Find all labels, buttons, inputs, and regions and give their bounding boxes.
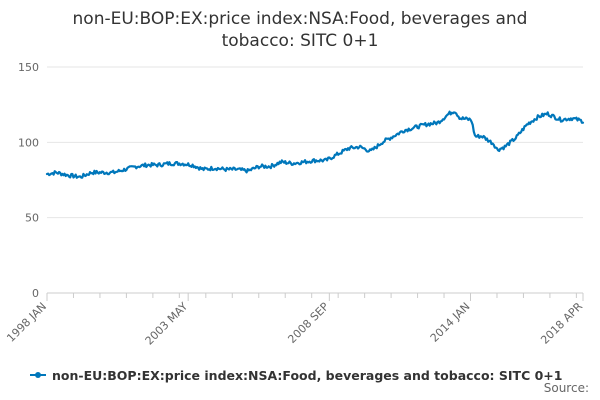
source-label: Source:: [543, 381, 589, 395]
y-tick-label: 0: [32, 287, 39, 300]
x-tick-label: 1998 JAN: [4, 300, 49, 345]
x-tick-label: 2018 APR: [538, 300, 585, 347]
x-tick-label: 2014 JAN: [428, 300, 473, 345]
x-tick-label: 2008 SEP: [285, 300, 331, 346]
chart-title: non-EU:BOP:EX:price index:NSA:Food, beve…: [72, 9, 528, 51]
legend-series-label: non-EU:BOP:EX:price index:NSA:Food, beve…: [52, 367, 563, 383]
legend-series-marker-icon: [30, 369, 46, 381]
y-tick-label: 100: [18, 136, 39, 149]
y-tick-label: 50: [25, 212, 39, 225]
x-tick-label: 2003 MAY: [143, 300, 191, 348]
series-line: [45, 110, 585, 179]
y-tick-label: 150: [18, 61, 39, 74]
chart-legend[interactable]: non-EU:BOP:EX:price index:NSA:Food, beve…: [30, 366, 562, 384]
